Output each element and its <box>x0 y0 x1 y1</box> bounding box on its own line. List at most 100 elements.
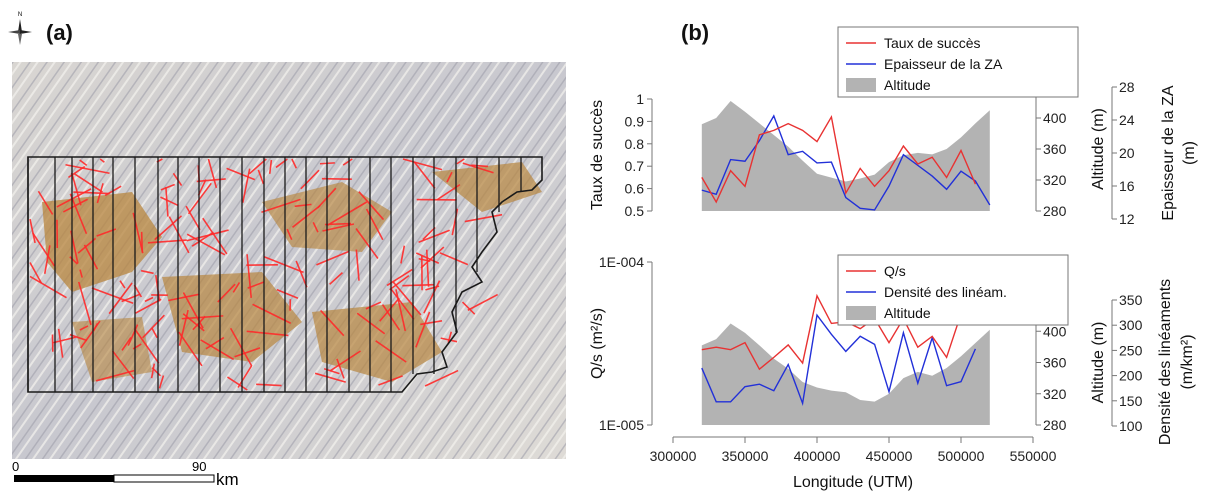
series-line-red-top <box>701 114 977 204</box>
legend-label-bottom: Altitude <box>884 305 931 321</box>
right1-tick-label-top: 400 <box>1043 110 1067 126</box>
x-tick-label: 500000 <box>938 448 985 464</box>
map-lineament <box>181 315 224 320</box>
map-lineament <box>29 218 36 244</box>
map-lineament <box>294 203 312 208</box>
map-lineament <box>227 376 248 391</box>
map-lineament <box>182 292 204 329</box>
map-lineament <box>389 274 410 291</box>
map-lineament <box>147 239 187 244</box>
map-lineament <box>300 169 320 190</box>
map-lineament <box>142 314 165 339</box>
right2-tick-label-bottom: 150 <box>1119 393 1143 409</box>
right2-tick-label-bottom: 100 <box>1119 418 1143 434</box>
right2-tick-label-top: 28 <box>1119 79 1135 95</box>
map-lineament <box>158 375 165 389</box>
map-lineament <box>402 158 443 171</box>
map-lineament <box>99 158 105 163</box>
legend-swatch-top <box>846 78 876 92</box>
map-lineament <box>261 198 301 214</box>
map-lineament <box>276 288 299 300</box>
legend-label-bottom: Densité des linéam. <box>884 284 1007 300</box>
right2-tick-label-top: 16 <box>1119 178 1135 194</box>
map-lineament <box>327 201 368 226</box>
map-lineament <box>69 193 88 235</box>
map-lineament <box>439 252 469 266</box>
right1-tick-label-top: 360 <box>1043 141 1067 157</box>
map-lineament <box>150 363 156 379</box>
x-tick-label: 450000 <box>866 448 913 464</box>
chart-panel-top: 0.50.60.70.80.91280320360400440121620242… <box>589 26 1198 227</box>
right1-tick-label-bottom: 400 <box>1043 323 1067 339</box>
map-lineament <box>200 339 235 361</box>
map-lineament <box>447 331 453 343</box>
left-tick-label-top: 0.7 <box>625 158 645 174</box>
right2-tick-label-bottom: 300 <box>1119 317 1143 333</box>
map-lineament <box>389 287 415 320</box>
y-axis-title-bottom: Q/s (m²/s) <box>589 308 606 379</box>
left-tick-label-top: 0.9 <box>625 113 645 129</box>
map-lineament <box>74 173 103 193</box>
map-lineament <box>456 158 465 165</box>
y-axis-title-top: Taux de succès <box>589 100 606 210</box>
x-tick-label: 550000 <box>1010 448 1057 464</box>
series-line-blue-bottom <box>701 313 977 407</box>
map-lineament <box>420 320 443 326</box>
map-lineament <box>295 260 308 288</box>
map-lineament <box>467 293 499 311</box>
map-lineament <box>187 182 212 215</box>
right2-tick-label-top: 20 <box>1119 145 1135 161</box>
map-lineament <box>256 383 282 387</box>
map-lineament <box>197 179 207 196</box>
legend-label-top: Altitude <box>884 77 931 93</box>
map-lineament <box>165 186 169 217</box>
map-lineament <box>379 297 400 322</box>
map-lineament <box>342 158 353 166</box>
map-lineament <box>415 311 431 348</box>
map-lineament <box>464 213 503 223</box>
map-lineament <box>69 256 78 265</box>
map-lineament <box>127 324 139 346</box>
right1-axis-title-top: Altitude (m) <box>1090 108 1107 190</box>
legend-label-top: Taux de succès <box>884 35 981 51</box>
map-lineament <box>291 158 298 169</box>
right1-tick-label-bottom: 280 <box>1043 417 1067 433</box>
map-lineament <box>358 191 385 221</box>
map-sediment-areas <box>42 162 542 382</box>
left-tick-label-top: 1 <box>636 91 644 107</box>
right2-tick-label-top: 24 <box>1119 112 1135 128</box>
map-lineament <box>160 183 176 191</box>
map-lineament <box>95 369 135 382</box>
map-lineament <box>96 183 104 204</box>
map-lineament <box>257 169 265 185</box>
map-lineament <box>446 171 453 183</box>
altitude-area-bottom <box>701 323 990 425</box>
left-tick-label-bottom: 1E-004 <box>599 254 644 270</box>
legend-label-bottom: Q/s <box>884 263 906 279</box>
left-tick-label-top: 0.5 <box>625 203 645 219</box>
map-lineament <box>336 358 345 379</box>
map-lineament <box>119 280 126 289</box>
right2-tick-label-bottom: 200 <box>1119 368 1143 384</box>
legend-box-top <box>837 26 1079 98</box>
scale-zero-label: 0 <box>12 460 19 474</box>
scale-bar: 0 90 km <box>12 460 239 489</box>
map-strip-grid <box>27 156 543 393</box>
map-lineament <box>423 280 441 314</box>
map-lineament <box>232 282 241 293</box>
left-tick-label-top: 0.6 <box>625 181 645 197</box>
map-lineament <box>29 275 67 299</box>
map-lineament <box>32 232 56 267</box>
map-lineament <box>246 254 253 298</box>
map-lineament <box>185 205 201 231</box>
map-lineament <box>83 244 99 270</box>
map-lineament <box>324 222 352 226</box>
map-lineament <box>413 161 436 189</box>
map-lineament <box>92 323 99 332</box>
map-lineament <box>365 208 384 241</box>
map-lineament <box>402 283 435 287</box>
map-lineament <box>329 272 344 285</box>
map-lineament <box>191 231 214 247</box>
map-lineament <box>151 327 158 339</box>
map-lineament <box>207 158 218 189</box>
